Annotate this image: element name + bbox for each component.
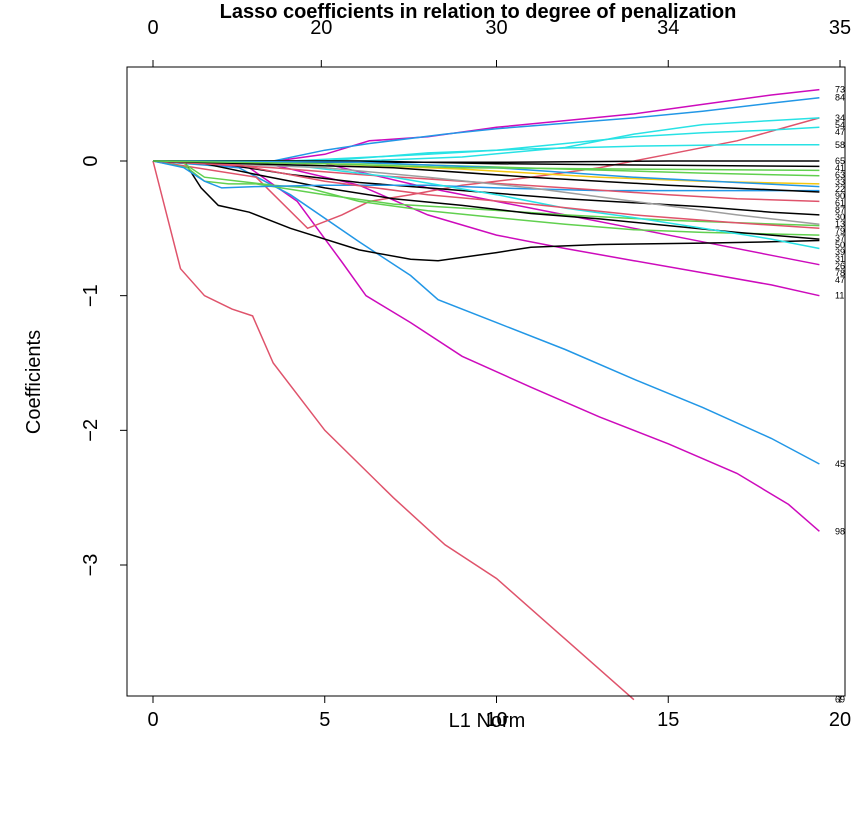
end-label-33-22: 33 (835, 177, 845, 187)
series-line-90-25 (152, 160, 820, 188)
series-line-79-19 (152, 160, 820, 226)
end-label-26-5: 26 (835, 261, 845, 271)
chart-title: Lasso coefficients in relation to degree… (220, 1, 737, 23)
x-tick-label-10: 10 (485, 709, 507, 731)
series-line-45-2 (152, 160, 820, 465)
series-line-50-20 (152, 160, 820, 230)
x-tick-label-0: 0 (147, 709, 158, 731)
end-label-layer: 7384345447586541633322906187301379375039… (835, 85, 845, 705)
series-line-26-5 (153, 160, 820, 262)
series-line-39-12 (153, 160, 820, 236)
series-line-61-16 (152, 160, 820, 192)
end-label-73-7: 73 (835, 85, 845, 95)
y-tick-label--1: −1 (80, 284, 102, 307)
end-label-84-8: 84 (835, 93, 845, 103)
end-label-54-10: 54 (835, 120, 845, 130)
top-tick-label-30: 30 (485, 17, 507, 39)
series-line-34-6 (152, 117, 820, 230)
series-layer (152, 88, 820, 701)
series-line-87-26 (152, 160, 820, 193)
end-label-58-11: 58 (835, 140, 845, 150)
series-line-69-0 (152, 160, 635, 701)
end-label-98-1: 98 (835, 526, 845, 536)
y-axis-title: Coefficients (23, 330, 45, 434)
end-label-79-19: 79 (835, 226, 845, 236)
x-tick-label-20: 20 (829, 709, 851, 731)
end-label-47-4: 47 (835, 275, 845, 285)
y-tick-label--2: −2 (80, 419, 102, 442)
end-label-34-6: 34 (835, 113, 845, 123)
top-tick-label-20: 20 (310, 17, 332, 39)
series-line-63-27 (152, 160, 820, 172)
end-label-63-27: 63 (835, 170, 845, 180)
end-label-87-26: 87 (835, 205, 845, 215)
end-label-13-15: 13 (835, 219, 845, 229)
series-line-84-8 (153, 96, 820, 162)
end-label-22-21: 22 (835, 184, 845, 194)
end-label-31-14: 31 (835, 254, 845, 264)
series-line-73-7 (152, 88, 820, 165)
series-line-30-17 (152, 160, 820, 203)
end-label-78-18: 78 (835, 268, 845, 278)
end-label-39-12: 39 (835, 247, 845, 257)
series-line-47-9 (153, 126, 820, 162)
end-label-61-16: 61 (835, 198, 845, 208)
y-tick-label--3: −3 (80, 554, 102, 577)
top-tick-label-0: 0 (147, 17, 158, 39)
end-label-90-25: 90 (835, 191, 845, 201)
x-tick-label-15: 15 (657, 709, 679, 731)
end-label-37-13: 37 (835, 233, 845, 243)
end-label-47-9: 47 (835, 127, 845, 137)
end-label-65-23: 65 (835, 156, 845, 166)
end-label-30-17: 30 (835, 212, 845, 222)
end-label-45-2: 45 (835, 459, 845, 469)
top-tick-label-34: 34 (657, 17, 679, 39)
series-line-31-14 (152, 160, 820, 240)
x-axis-title: L1 Norm (449, 710, 526, 732)
end-label-50-20: 50 (835, 240, 845, 250)
axes-layer: 0 5 10 15 20 −3 −2 −1 0 0 20 30 34 35 (80, 17, 851, 731)
end-label-11-3: 11 (835, 291, 844, 301)
end-label-41-24: 41 (835, 163, 845, 173)
series-line-41-24 (153, 160, 820, 168)
top-tick-label-35: 35 (829, 17, 851, 39)
series-line-11-3 (152, 160, 820, 297)
x-tick-label-5: 5 (319, 709, 330, 731)
series-line-54-10 (153, 117, 820, 162)
series-line-98-1 (152, 160, 820, 532)
y-tick-label-0: 0 (80, 155, 102, 166)
